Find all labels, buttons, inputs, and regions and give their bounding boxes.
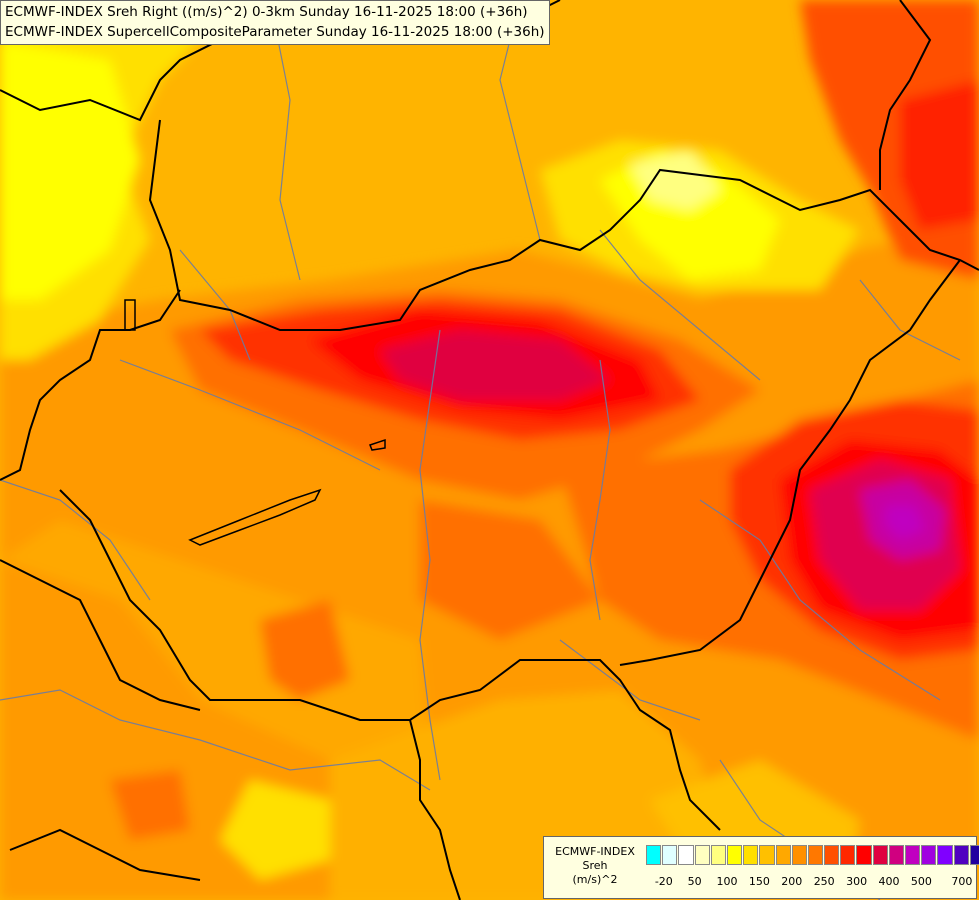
legend-swatch (646, 845, 662, 865)
legend-swatch (775, 845, 791, 865)
legend-tick-label: 150 (748, 875, 770, 888)
legend-swatch (807, 845, 824, 865)
legend-variable: Sreh (582, 859, 608, 872)
legend-swatch (726, 845, 743, 865)
legend-swatch (791, 845, 807, 865)
legend-unit: (m/s)^2 (572, 873, 618, 886)
legend-swatch (840, 845, 856, 865)
legend-swatch (662, 845, 678, 865)
legend-tick-label: 400 (878, 875, 900, 888)
legend-swatch (921, 845, 937, 865)
legend-tick-label: 200 (781, 875, 803, 888)
legend-swatch (969, 845, 979, 865)
legend-swatch (937, 845, 953, 865)
legend-swatches (646, 845, 979, 865)
legend-swatch (710, 845, 726, 865)
legend-tick-label: 300 (846, 875, 868, 888)
legend-label: ECMWF-INDEX Sreh (m/s)^2 (548, 845, 642, 887)
legend-model: ECMWF-INDEX (555, 845, 635, 858)
legend-swatch (872, 845, 888, 865)
legend-swatch (694, 845, 710, 865)
legend-tick-label: 500 (910, 875, 932, 888)
legend-swatch (888, 845, 904, 865)
map-title-primary: ECMWF-INDEX Sreh Right ((m/s)^2) 0-3km S… (5, 4, 528, 20)
lakes (124, 299, 386, 546)
legend-swatch (905, 845, 921, 865)
color-legend: ECMWF-INDEX Sreh (m/s)^2 -20 50 100 150 200 2… (543, 836, 979, 899)
legend-swatch (743, 845, 759, 865)
legend-swatch (856, 845, 872, 865)
map-title-secondary: ECMWF-INDEX SupercellCompositeParameter … (5, 24, 545, 40)
legend-tick-label: -20 (654, 875, 673, 888)
legend-tick-label: 700 (951, 875, 973, 888)
legend-ticks: -20 50 100 150 200 250 300 400 500 700 (646, 875, 976, 889)
legend-tick-label: 100 (716, 875, 738, 888)
legend-tick-label: 50 (687, 875, 702, 888)
legend-swatch (824, 845, 840, 865)
map-title-box: ECMWF-INDEX Sreh Right ((m/s)^2) 0-3km S… (0, 0, 550, 45)
legend-swatch (678, 845, 694, 865)
legend-tick-label: 250 (813, 875, 835, 888)
legend-swatch (759, 845, 775, 865)
legend-swatch (953, 845, 969, 865)
